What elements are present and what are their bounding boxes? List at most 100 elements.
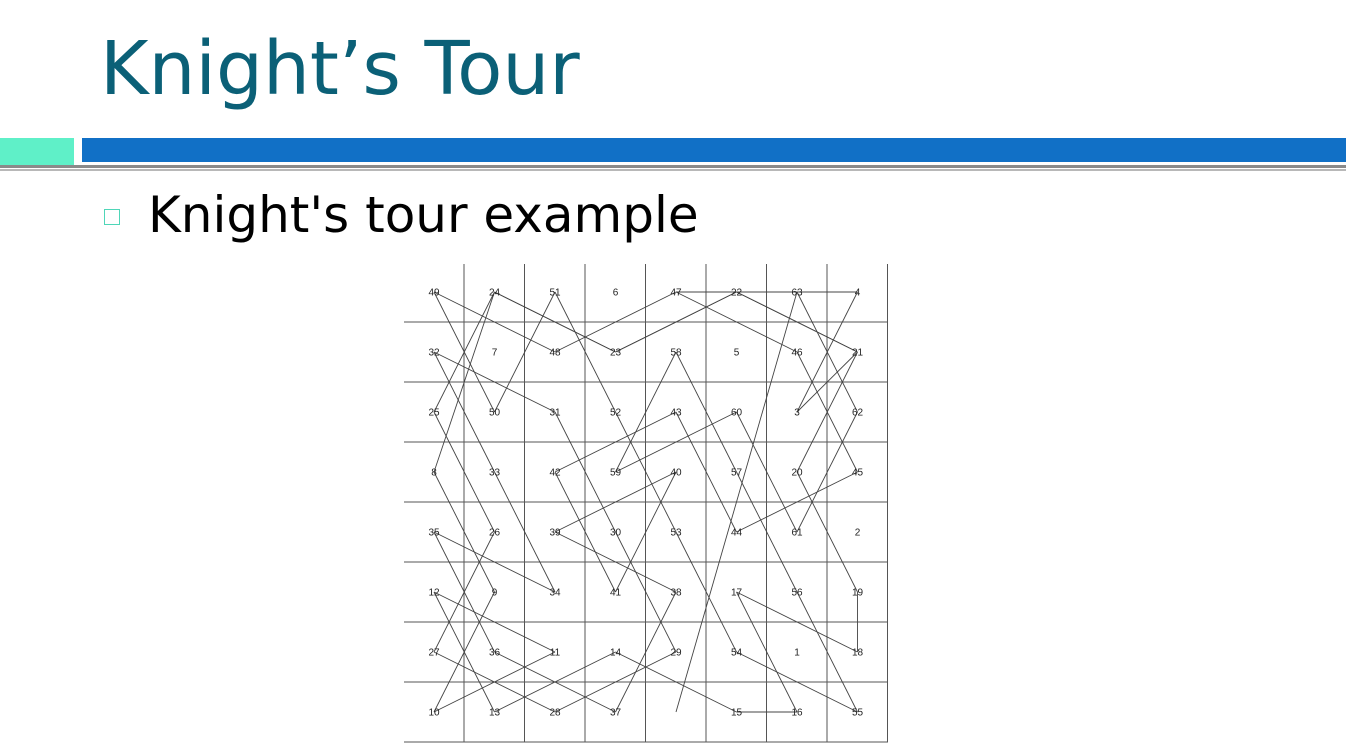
move-number: 58	[670, 348, 682, 359]
move-number: 12	[428, 588, 440, 599]
move-number: 38	[670, 588, 682, 599]
tour-move-segment	[433, 411, 495, 533]
tour-move-segment	[736, 591, 858, 653]
move-number: 26	[489, 528, 501, 539]
tour-move-segment	[796, 471, 858, 593]
move-number: 43	[670, 408, 682, 419]
move-number: 22	[731, 288, 743, 299]
move-number: 3	[794, 408, 800, 419]
move-number: 32	[428, 348, 440, 359]
title-accent-bar	[82, 138, 1346, 162]
move-number: 10	[428, 708, 440, 719]
move-number: 37	[610, 708, 622, 719]
bullet-square-icon	[104, 209, 120, 225]
tour-move-segment	[433, 531, 556, 593]
tour-move-segment	[796, 291, 858, 413]
tour-move-segment	[554, 471, 677, 533]
tour-move-segment	[796, 351, 858, 473]
tour-move-segment	[554, 411, 677, 473]
move-number: 59	[610, 468, 622, 479]
move-number: 36	[489, 648, 501, 659]
move-number: 40	[670, 468, 682, 479]
tour-move-segment	[433, 291, 556, 353]
tour-move-segment	[675, 291, 798, 353]
tour-move-segment	[433, 591, 556, 653]
tour-move-segment	[615, 411, 677, 533]
tour-move-segment	[494, 471, 556, 593]
move-number: 18	[852, 648, 864, 659]
tour-move-segment	[433, 471, 495, 593]
move-number: 51	[549, 288, 561, 299]
move-number: 1	[794, 648, 800, 659]
move-number: 44	[731, 528, 743, 539]
move-number: 34	[549, 588, 561, 599]
tour-move-segment	[494, 291, 616, 353]
tour-move-segment	[675, 351, 737, 473]
tour-move-segment	[675, 411, 737, 533]
tour-move-segment	[736, 471, 858, 533]
tour-move-segment	[494, 291, 556, 413]
tour-move-segment	[736, 291, 858, 353]
move-number: 4	[855, 288, 861, 299]
move-number: 28	[549, 708, 561, 719]
tour-move-segment	[433, 351, 556, 413]
tour-move-segment	[433, 291, 495, 413]
tour-move-segment	[433, 291, 495, 473]
bullet-text: Knight's tour example	[148, 186, 699, 244]
move-number: 50	[489, 408, 501, 419]
move-number: 2	[855, 528, 861, 539]
tour-move-segment	[796, 351, 858, 413]
move-number: 47	[670, 288, 682, 299]
tour-move-segment	[554, 291, 616, 413]
move-number: 24	[489, 288, 501, 299]
move-number: 61	[791, 528, 803, 539]
move-number: 11	[550, 648, 561, 659]
bullet-item: Knight's tour example	[104, 190, 699, 240]
tour-move-segment	[433, 531, 495, 653]
move-number: 6	[613, 288, 619, 299]
move-number: 45	[852, 468, 864, 479]
tour-move-segment	[615, 291, 737, 353]
move-number: 7	[492, 348, 498, 359]
move-number: 33	[489, 468, 501, 479]
move-number: 60	[731, 408, 743, 419]
move-number: 19	[852, 588, 864, 599]
tour-path	[433, 291, 858, 713]
move-number: 30	[610, 528, 622, 539]
tour-move-segment	[736, 411, 798, 533]
move-number: 52	[610, 408, 622, 419]
title-rule	[0, 165, 1346, 168]
move-number: 27	[428, 648, 440, 659]
move-number: 25	[428, 408, 440, 419]
tour-move-segment	[615, 531, 677, 653]
move-number: 16	[791, 708, 803, 719]
tour-move-segment	[615, 411, 737, 473]
move-number: 42	[549, 468, 561, 479]
title-rule-secondary	[0, 169, 1346, 171]
tour-move-segment	[615, 591, 677, 713]
move-number: 20	[791, 468, 803, 479]
tour-move-segment	[554, 411, 616, 533]
tour-move-segment	[433, 591, 495, 713]
move-number: 41	[610, 588, 622, 599]
tour-move-segment	[736, 471, 798, 593]
tour-move-segment	[554, 531, 677, 593]
move-number: 13	[489, 708, 501, 719]
tour-move-segment	[796, 411, 858, 533]
move-number: 49	[428, 288, 440, 299]
tour-move-segment	[615, 351, 677, 473]
move-number: 9	[492, 588, 498, 599]
slide-title: Knight’s Tour	[100, 26, 580, 112]
move-number: 21	[852, 348, 864, 359]
move-number: 39	[549, 528, 561, 539]
tour-move-segment	[433, 351, 495, 473]
move-number: 57	[731, 468, 743, 479]
move-number: 31	[549, 408, 561, 419]
tour-move-segment	[554, 471, 616, 593]
tour-move-segment	[554, 651, 677, 713]
tour-move-segment	[615, 471, 677, 593]
tour-move-segment	[736, 591, 798, 713]
tour-move-segment	[554, 291, 677, 353]
move-number: 53	[670, 528, 682, 539]
